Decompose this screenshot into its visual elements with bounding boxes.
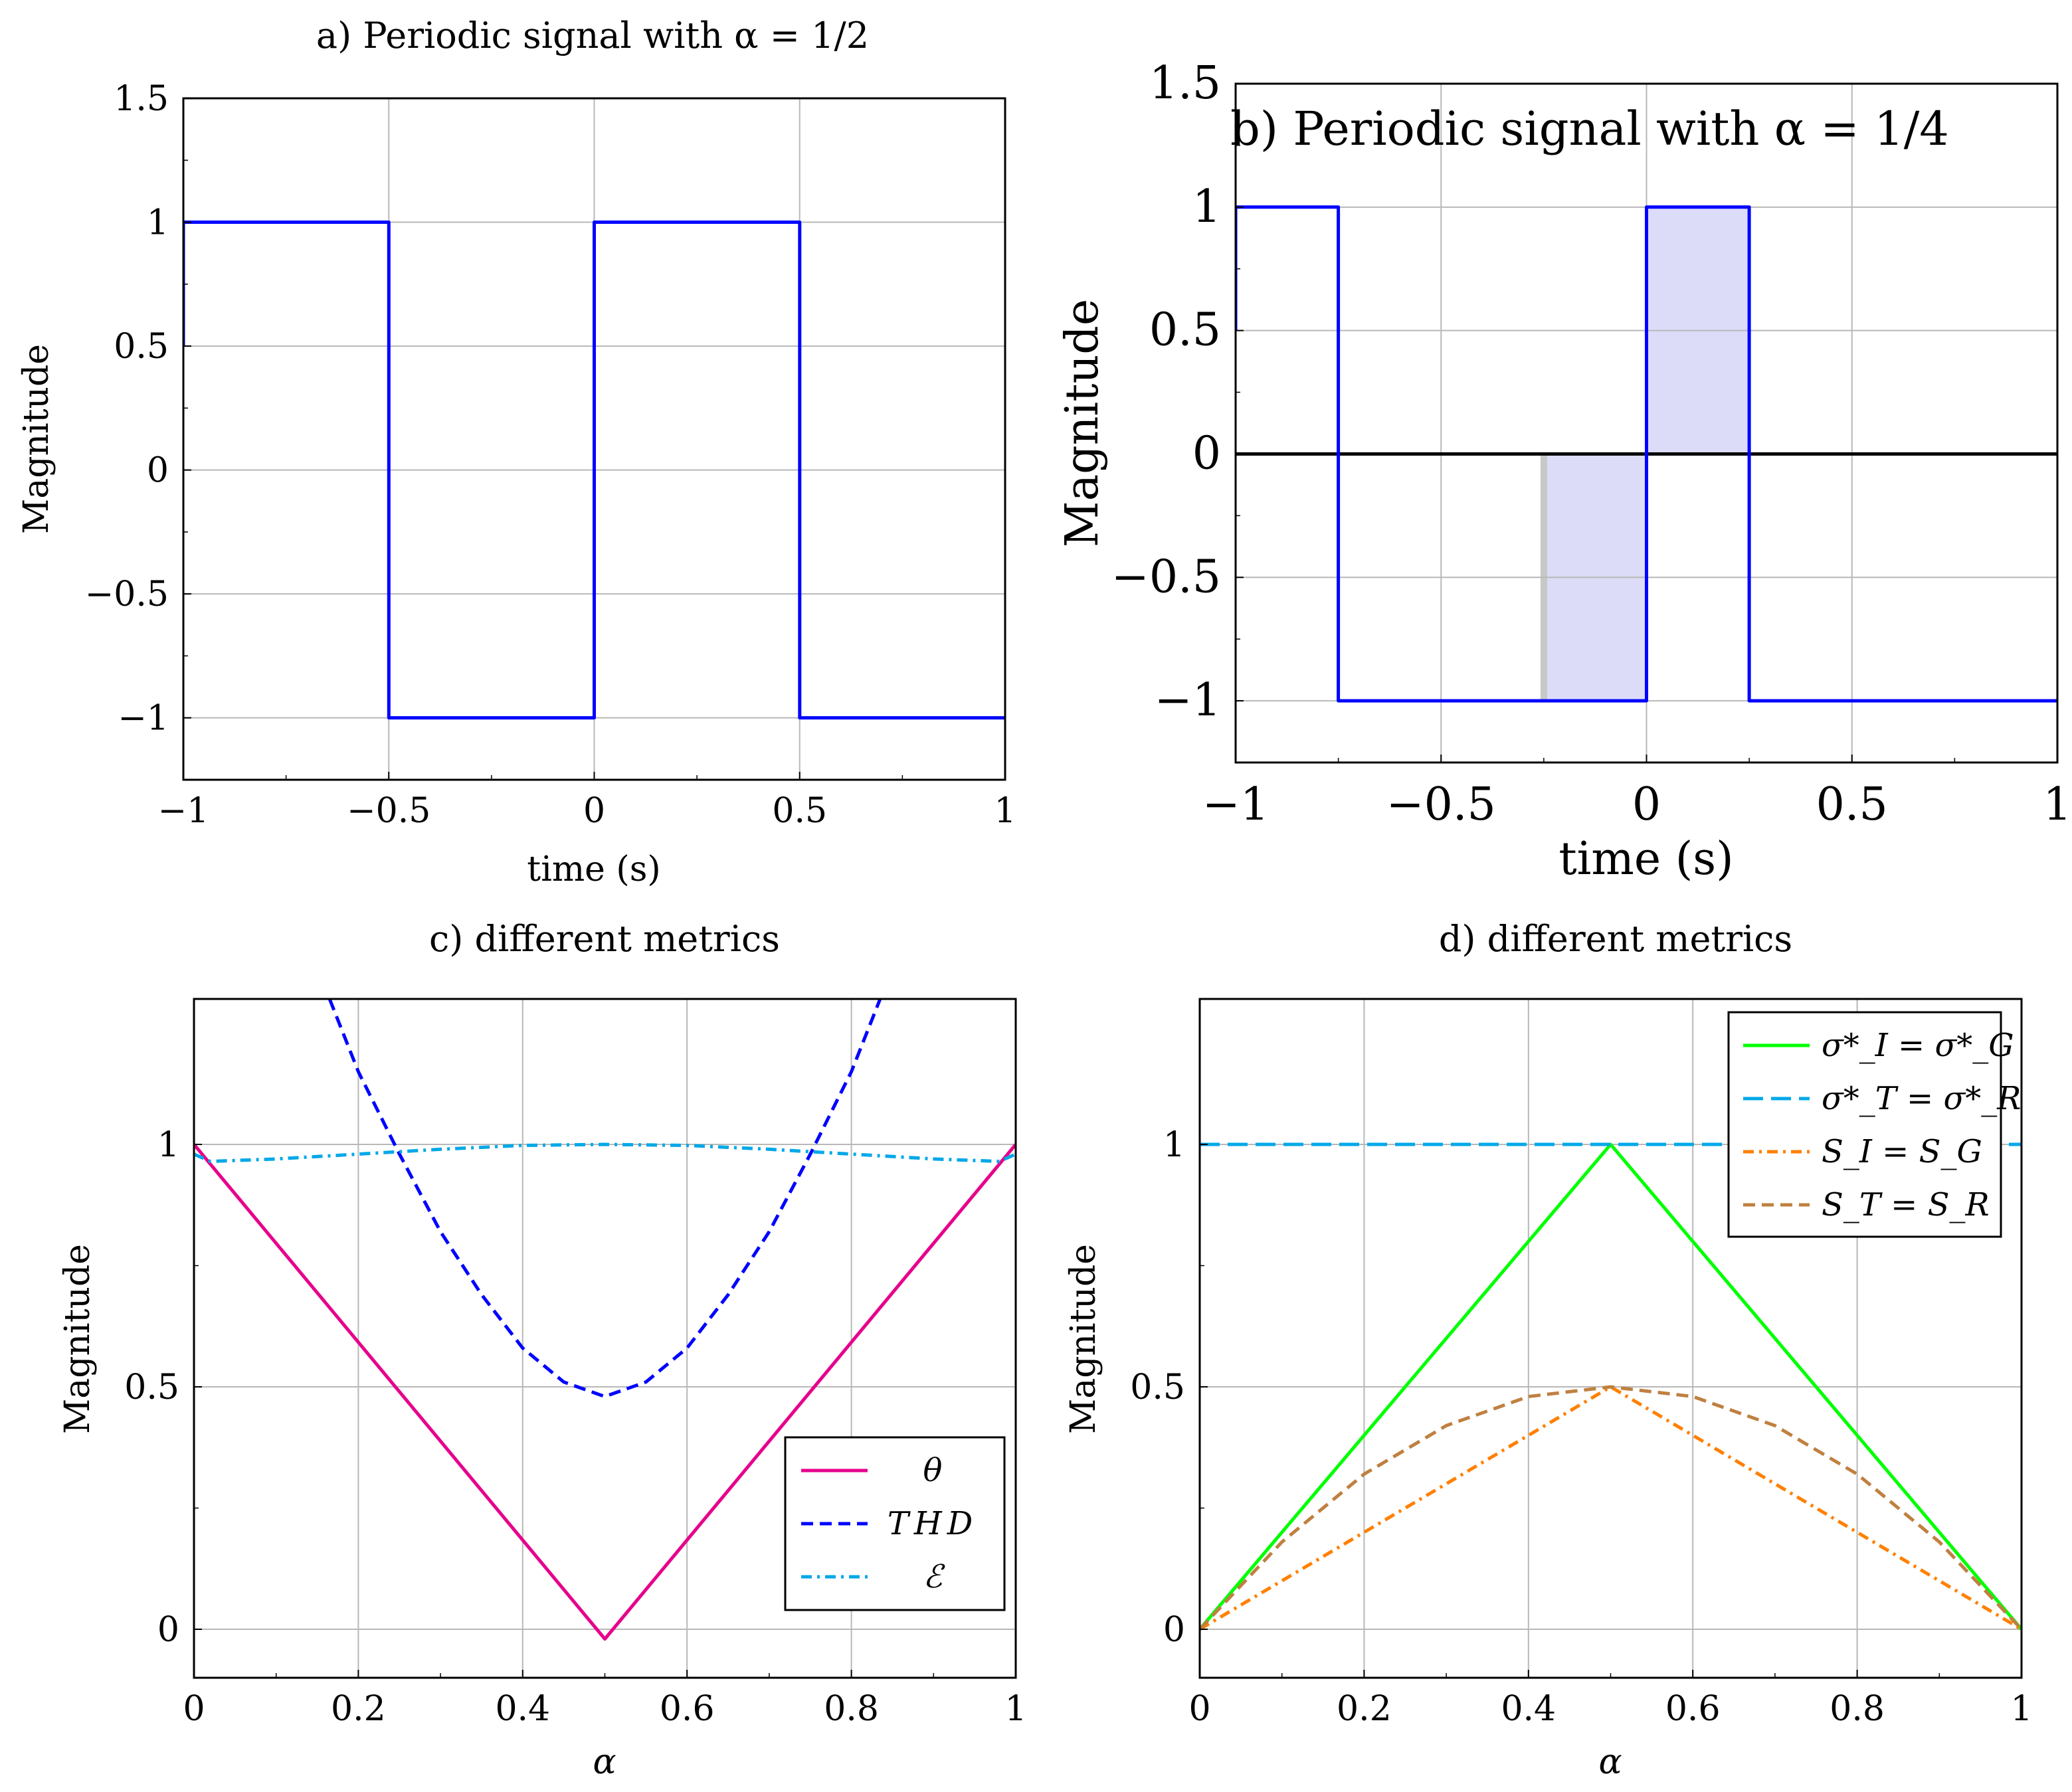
panel-a-ylabel: Magnitude	[17, 344, 56, 534]
panel-c-ylabel: Magnitude	[58, 1244, 98, 1434]
x-tick-label: −0.5	[347, 791, 430, 831]
x-tick-label: 0	[1188, 1689, 1210, 1729]
legend-label-sigma-ig: σ*_I = σ*_G	[1822, 1027, 2014, 1064]
panel-b: b) Periodic signal with α = 1/4 −1 −0.5 0 0…	[1056, 57, 2072, 885]
x-tick-label: 1	[1004, 1689, 1026, 1729]
y-tick-label: 0	[157, 1610, 179, 1650]
y-tick-label: −0.5	[1111, 551, 1221, 603]
x-tick-label: −1	[1202, 778, 1269, 831]
panel-c: c) different metrics 0 0.2 0.4 0.6 0.8 1 0 0.5 1…	[58, 918, 1027, 1782]
x-tick-label: 0	[1632, 778, 1661, 831]
series-line-c-2	[194, 1142, 1016, 1164]
legend-label-s-tr: S_T = S_R	[1822, 1186, 1990, 1223]
x-tick-label: 0	[183, 1689, 205, 1729]
panel-d-xlabel: α	[1598, 1742, 1622, 1782]
legend-label-energy: ℰ	[923, 1558, 945, 1595]
series-line-a-0	[183, 221, 1005, 720]
x-tick-label: 0.4	[1501, 1689, 1556, 1729]
x-tick-label: 0.4	[495, 1689, 550, 1729]
x-tick-label: 0.2	[1337, 1689, 1392, 1729]
panel-c-xlabel: α	[593, 1742, 616, 1782]
y-tick-label: 1	[157, 1125, 179, 1165]
panel-c-title: c) different metrics	[429, 918, 780, 960]
series-line-d-3	[1200, 1385, 2022, 1631]
y-tick-label: 1	[1163, 1125, 1185, 1165]
panel-d-legend: σ*_I = σ*_G σ*_T = σ*_R S_I = S_G S_T = …	[1727, 1011, 2021, 1238]
y-tick-label: 1.5	[114, 79, 169, 119]
series-line-c-1	[328, 999, 882, 1399]
legend-label-thd: THD	[888, 1505, 978, 1542]
panel-b-xlabel: time (s)	[1558, 833, 1733, 885]
x-tick-label: 0.8	[1830, 1689, 1885, 1729]
panel-c-legend: θ THD ℰ	[784, 1436, 1006, 1611]
x-tick-label: 0.5	[772, 791, 827, 831]
y-tick-label: 0	[147, 451, 169, 491]
y-tick-label: 1	[1192, 181, 1221, 233]
y-tick-label: −1	[118, 699, 169, 739]
panel-d-legend-box	[1727, 1011, 2002, 1238]
panel-a-title: a) Periodic signal with α = 1/2	[316, 15, 869, 56]
legend-label-sigma-tr: σ*_T = σ*_R	[1822, 1080, 2021, 1117]
y-tick-label: −0.5	[85, 575, 169, 614]
x-tick-label: −1	[158, 791, 209, 831]
y-tick-label: 0.5	[114, 327, 169, 367]
series-line-d-0	[1200, 1142, 2022, 1631]
y-tick-label: 1	[147, 203, 169, 243]
panel-a-xlabel: time (s)	[527, 850, 660, 889]
y-tick-label: 0.5	[124, 1368, 179, 1407]
x-tick-label: 1	[994, 791, 1016, 831]
panel-b-ylabel: Magnitude	[1056, 299, 1109, 547]
panel-d-ylabel: Magnitude	[1064, 1244, 1103, 1434]
series-line-d-2	[1200, 1385, 2022, 1631]
x-tick-label: −0.5	[1386, 778, 1496, 831]
x-tick-label: 0.6	[1665, 1689, 1721, 1729]
x-tick-label: 1	[2010, 1689, 2032, 1729]
x-tick-label: 0.5	[1816, 778, 1888, 831]
y-tick-label: 0.5	[1130, 1368, 1185, 1407]
legend-label-s-ig: S_I = S_G	[1822, 1133, 1982, 1170]
y-tick-label: 1.5	[1149, 57, 1221, 110]
legend-label-theta: θ	[923, 1452, 943, 1489]
x-tick-label: 1	[2043, 778, 2071, 831]
panel-b-title: b) Periodic signal with α = 1/4	[1230, 102, 1949, 156]
x-tick-label: 0.8	[824, 1689, 879, 1729]
panel-a: a) Periodic signal with α = 1/2 −1 −0.5 0 0…	[17, 15, 1016, 889]
x-tick-label: 0.6	[660, 1689, 715, 1729]
x-tick-label: 0.2	[331, 1689, 386, 1729]
y-tick-label: −1	[1155, 674, 1221, 727]
y-tick-label: 0.5	[1149, 304, 1221, 357]
panel-d: d) different metrics 0 0.2 0.4 0.6 0.8 1 0 0.5 1…	[1064, 918, 2033, 1782]
y-tick-label: 0	[1192, 427, 1221, 480]
y-tick-label: 0	[1163, 1610, 1185, 1650]
x-tick-label: 0	[583, 791, 605, 831]
series-line-b-0	[1236, 205, 2057, 703]
panel-d-title: d) different metrics	[1439, 918, 1792, 960]
series-line-c-0	[194, 1143, 1016, 1641]
